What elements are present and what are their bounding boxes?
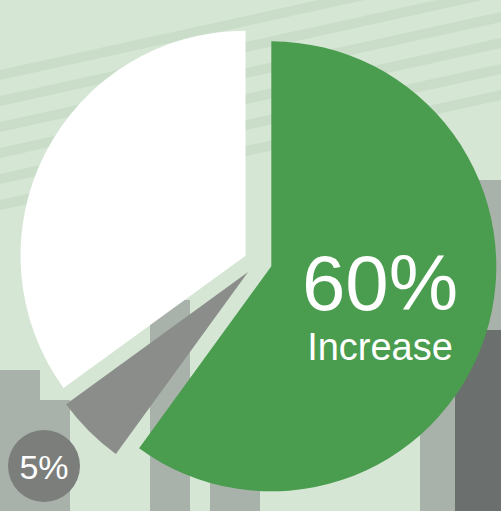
background-fill — [0, 0, 501, 511]
background — [0, 0, 501, 511]
slice-label: Increase — [307, 326, 453, 368]
pie — [21, 31, 497, 492]
data-label: 5% — [19, 448, 68, 486]
label-badge — [8, 430, 80, 502]
labels: 60% 5% Increase — [8, 239, 458, 502]
data-label: 60% — [302, 239, 458, 327]
pie-slice — [21, 31, 246, 388]
chart: 60% 5% Increase — [0, 0, 501, 511]
